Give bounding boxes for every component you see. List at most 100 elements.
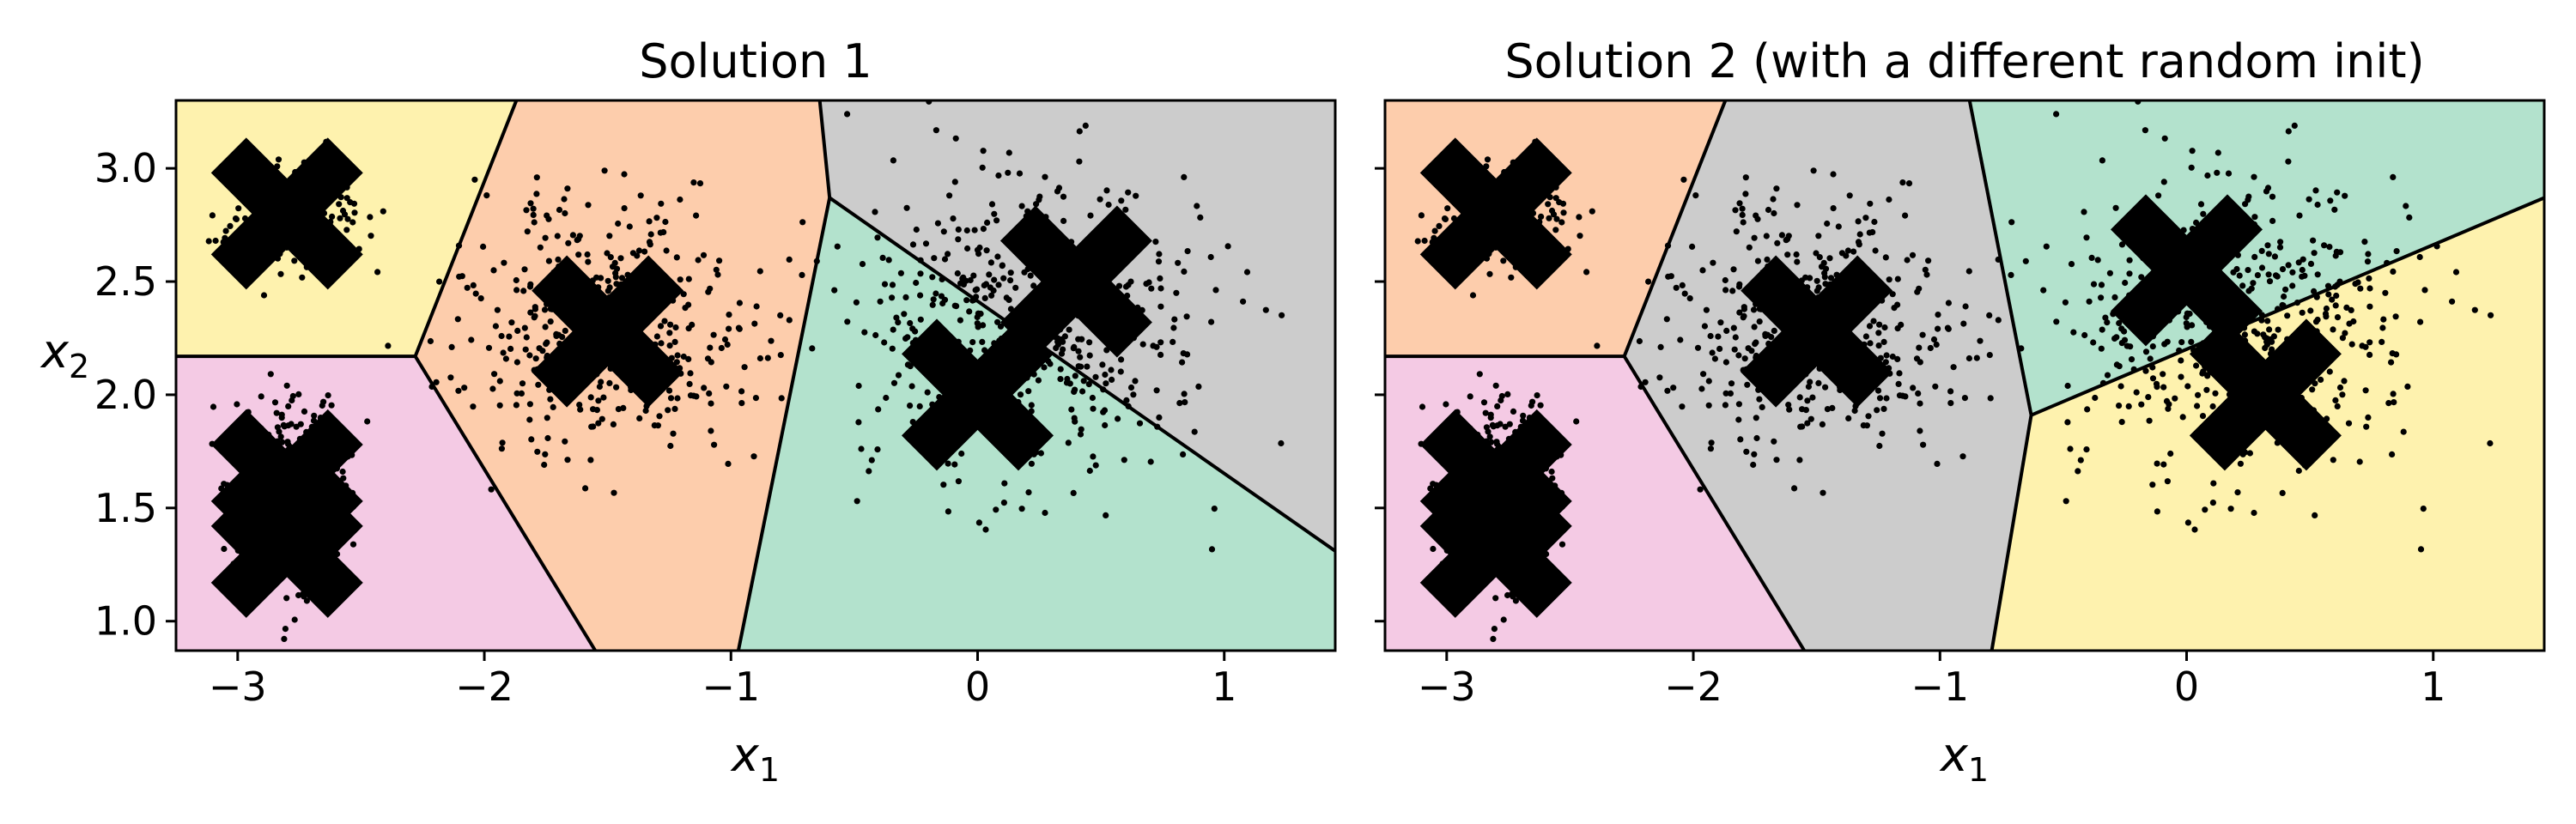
data-point — [2314, 201, 2321, 209]
centroid-marker — [1419, 137, 1572, 290]
data-point — [980, 226, 987, 233]
data-point — [2390, 173, 2397, 180]
data-point — [2279, 266, 2287, 273]
data-point — [205, 238, 212, 245]
data-point — [1005, 149, 1012, 156]
data-point — [281, 423, 288, 430]
data-point — [2341, 378, 2348, 385]
data-point — [735, 324, 743, 331]
data-point — [1735, 283, 1743, 290]
data-point — [1492, 382, 1499, 389]
data-point — [670, 430, 677, 437]
data-point — [1844, 247, 1851, 254]
data-point — [1086, 467, 1093, 475]
data-point — [987, 284, 993, 291]
data-point — [635, 247, 643, 254]
data-point — [1995, 317, 2002, 324]
data-point — [889, 345, 896, 352]
data-point — [2356, 458, 2363, 465]
data-point — [2385, 400, 2392, 407]
data-point — [528, 436, 535, 443]
data-point — [590, 423, 597, 430]
data-point — [295, 591, 302, 599]
data-point — [562, 327, 568, 334]
data-point — [1170, 324, 1177, 331]
data-point — [1025, 388, 1032, 395]
data-point — [1910, 385, 1917, 391]
data-point — [2433, 243, 2440, 250]
centroid-stroke — [210, 465, 363, 618]
data-point — [535, 381, 542, 388]
data-point — [777, 312, 784, 318]
data-point — [738, 388, 745, 395]
data-point — [605, 277, 611, 284]
data-point — [1871, 218, 1878, 226]
data-point — [1716, 345, 1723, 352]
data-point — [1548, 207, 1556, 215]
data-point — [587, 457, 594, 464]
data-point — [1744, 381, 1751, 388]
data-point — [1442, 215, 1449, 222]
data-point — [2178, 373, 2184, 380]
data-point — [764, 354, 771, 361]
data-point — [464, 284, 471, 291]
data-point — [1078, 363, 1084, 370]
data-point — [547, 318, 554, 325]
data-point — [534, 448, 541, 455]
data-point — [556, 206, 563, 214]
data-point — [2099, 157, 2105, 164]
data-point — [1879, 430, 1886, 437]
data-point — [883, 394, 890, 402]
data-point — [2262, 344, 2269, 352]
data-point — [598, 415, 605, 422]
data-point — [2118, 325, 2125, 332]
data-point — [1125, 282, 1132, 288]
data-point — [1759, 403, 1765, 410]
data-point — [2334, 282, 2341, 288]
data-point — [673, 359, 680, 366]
data-point — [2267, 336, 2274, 342]
data-point — [983, 247, 990, 254]
data-point — [686, 380, 693, 387]
data-point — [1147, 458, 1154, 465]
data-point — [1973, 354, 1980, 361]
data-point — [2334, 314, 2342, 321]
data-point — [2334, 189, 2341, 196]
data-point — [666, 330, 673, 336]
data-point — [2117, 383, 2124, 390]
data-point — [786, 317, 793, 324]
data-point — [1183, 313, 1190, 320]
data-point — [1118, 356, 1125, 363]
data-point — [890, 157, 896, 164]
data-point — [513, 287, 520, 294]
data-point — [879, 254, 886, 261]
data-point — [2258, 247, 2265, 254]
data-point — [929, 301, 936, 308]
data-point — [1278, 439, 1285, 447]
data-point — [1502, 423, 1509, 430]
data-point — [646, 239, 653, 245]
data-point — [1663, 316, 1670, 323]
data-point — [539, 348, 546, 354]
data-point — [1208, 318, 1215, 325]
data-point — [1824, 220, 1831, 227]
data-point — [2212, 390, 2219, 397]
data-point — [281, 635, 288, 643]
data-point — [1117, 368, 1124, 375]
data-point — [853, 299, 860, 306]
data-point — [2160, 461, 2167, 468]
data-point — [982, 526, 989, 533]
data-point — [2121, 336, 2129, 343]
data-point — [874, 446, 881, 453]
data-point — [428, 383, 435, 391]
data-point — [2194, 403, 2201, 409]
data-point — [950, 215, 957, 222]
data-point — [1752, 341, 1759, 348]
data-point — [2265, 271, 2272, 278]
data-point — [492, 323, 500, 330]
centroid-marker — [210, 465, 363, 618]
data-point — [1876, 395, 1884, 402]
data-point — [2307, 307, 2314, 314]
data-point — [1876, 321, 1883, 328]
data-point — [1077, 354, 1084, 360]
